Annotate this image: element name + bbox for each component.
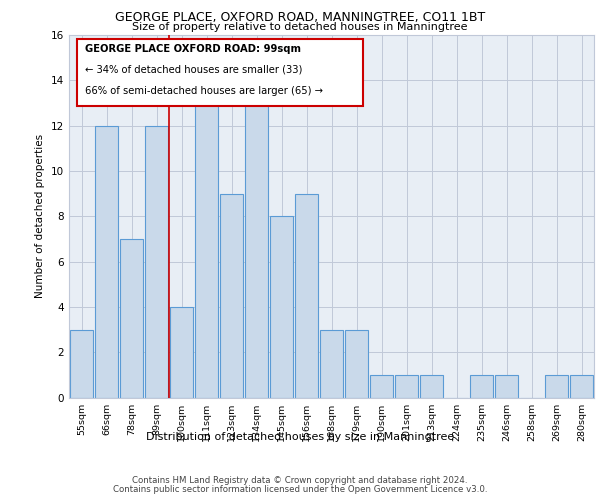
Text: GEORGE PLACE OXFORD ROAD: 99sqm: GEORGE PLACE OXFORD ROAD: 99sqm bbox=[85, 44, 301, 54]
Text: Size of property relative to detached houses in Manningtree: Size of property relative to detached ho… bbox=[132, 22, 468, 32]
Bar bbox=[420, 375, 443, 398]
Bar bbox=[320, 330, 343, 398]
Bar bbox=[345, 330, 368, 398]
Text: Distribution of detached houses by size in Manningtree: Distribution of detached houses by size … bbox=[146, 432, 454, 442]
Bar bbox=[145, 126, 168, 398]
Bar bbox=[195, 103, 218, 398]
Bar bbox=[245, 103, 268, 398]
Bar bbox=[370, 375, 393, 398]
Text: GEORGE PLACE, OXFORD ROAD, MANNINGTREE, CO11 1BT: GEORGE PLACE, OXFORD ROAD, MANNINGTREE, … bbox=[115, 11, 485, 24]
Bar bbox=[545, 375, 568, 398]
Bar bbox=[295, 194, 318, 398]
Bar bbox=[470, 375, 493, 398]
Text: Contains HM Land Registry data © Crown copyright and database right 2024.: Contains HM Land Registry data © Crown c… bbox=[132, 476, 468, 485]
Bar bbox=[95, 126, 118, 398]
Bar bbox=[120, 239, 143, 398]
Text: ← 34% of detached houses are smaller (33): ← 34% of detached houses are smaller (33… bbox=[85, 64, 302, 74]
FancyBboxPatch shape bbox=[77, 38, 363, 106]
Text: Contains public sector information licensed under the Open Government Licence v3: Contains public sector information licen… bbox=[113, 485, 487, 494]
Bar bbox=[170, 307, 193, 398]
Bar bbox=[495, 375, 518, 398]
Bar bbox=[395, 375, 418, 398]
Bar bbox=[570, 375, 593, 398]
Bar bbox=[220, 194, 243, 398]
Text: 66% of semi-detached houses are larger (65) →: 66% of semi-detached houses are larger (… bbox=[85, 86, 323, 96]
Bar bbox=[270, 216, 293, 398]
Y-axis label: Number of detached properties: Number of detached properties bbox=[35, 134, 46, 298]
Bar bbox=[70, 330, 93, 398]
